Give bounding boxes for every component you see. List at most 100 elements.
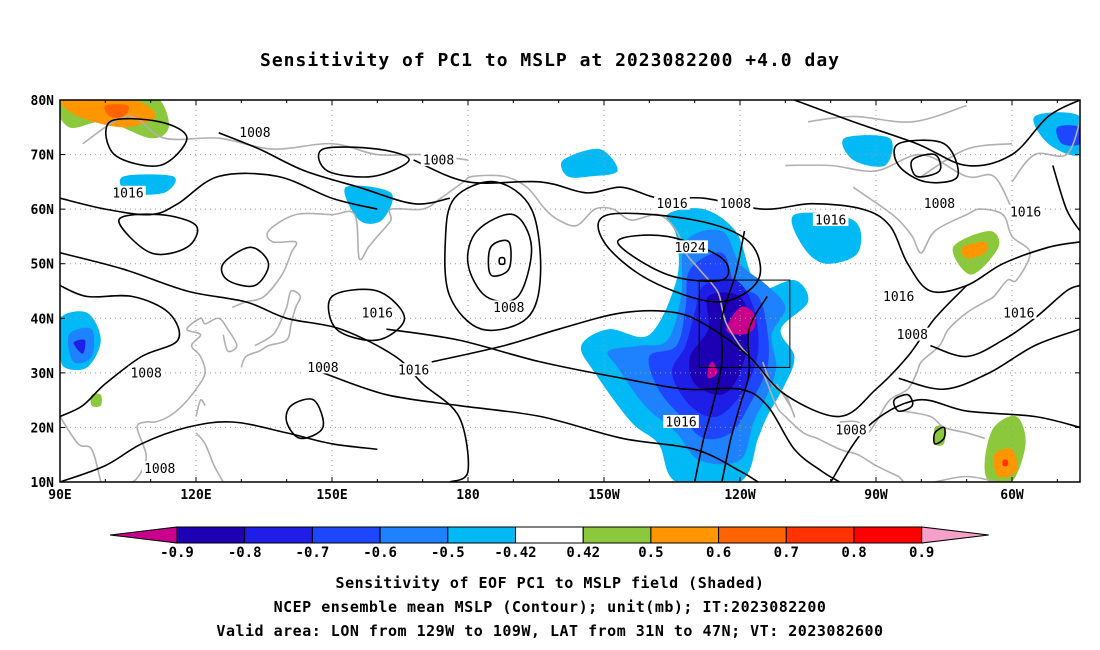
svg-text:1016: 1016 <box>1010 205 1041 220</box>
coastline <box>118 317 238 482</box>
contour-label: 1016 <box>880 289 917 305</box>
colorbar-swatch <box>921 526 989 544</box>
svg-text:1008: 1008 <box>423 154 454 169</box>
mslp-contour <box>386 328 841 482</box>
coastline <box>1011 121 1080 183</box>
mslp-contour <box>898 328 1080 391</box>
svg-text:1008: 1008 <box>924 197 955 212</box>
sensitivity-shade <box>707 361 718 379</box>
lat-tick-label: 50N <box>31 258 55 273</box>
contour-label: 1008 <box>237 125 273 141</box>
mslp-contour <box>830 398 1080 482</box>
mslp-contour <box>444 180 542 332</box>
mslp-contour <box>498 256 506 266</box>
svg-text:1016: 1016 <box>1003 306 1034 321</box>
lat-tick-label: 80N <box>31 94 55 109</box>
sensitivity-shade <box>726 306 756 335</box>
contour-label: 1008 <box>128 365 164 381</box>
svg-text:1008: 1008 <box>239 126 270 141</box>
contour-label: 1008 <box>420 153 457 169</box>
lon-tick-label: 90E <box>48 488 71 503</box>
lon-tick-label: 180 <box>456 488 480 503</box>
colorbar-label: -0.42 <box>494 545 536 561</box>
mslp-contour <box>60 284 181 418</box>
contour-label: 1016 <box>110 185 146 201</box>
svg-text:1008: 1008 <box>130 366 161 381</box>
coastline <box>920 142 1013 178</box>
coastline <box>240 289 302 368</box>
contour-label: 1008 <box>717 196 754 212</box>
coastline <box>82 115 469 161</box>
colorbar-label: -0.9 <box>160 545 194 561</box>
colorbar-swatch <box>853 526 923 544</box>
colorbar-label: -0.8 <box>228 545 262 561</box>
contour-label: 1016 <box>395 363 432 379</box>
contour-label: 1024 <box>672 240 708 256</box>
caption-shaded: Sensitivity of EOF PC1 to MSLP field (Sh… <box>335 574 765 592</box>
svg-text:1024: 1024 <box>674 241 705 256</box>
contour-label: 1008 <box>833 423 869 439</box>
svg-text:1008: 1008 <box>493 301 524 316</box>
sensitivity-shade <box>104 104 129 118</box>
map-frame <box>59 99 1081 483</box>
contour-label: 1016 <box>1007 204 1044 220</box>
mslp-contour <box>597 212 762 303</box>
mslp-contour <box>104 117 188 167</box>
contour-label: 1008 <box>305 360 341 376</box>
svg-text:1008: 1008 <box>897 328 928 343</box>
svg-text:1016: 1016 <box>362 306 393 321</box>
sensitivity-shade <box>90 393 102 407</box>
svg-text:1008: 1008 <box>720 197 751 212</box>
mslp-contour <box>322 372 759 482</box>
sensitivity-shade <box>560 148 618 178</box>
svg-text:1016: 1016 <box>665 415 696 430</box>
lat-tick-label: 40N <box>31 312 55 327</box>
mslp-contour <box>413 159 1080 294</box>
colorbar-swatch <box>515 526 584 544</box>
mslp-contour <box>220 246 270 288</box>
coastline <box>60 416 102 482</box>
mslp-contour <box>910 153 942 178</box>
colorbar-label: 0.9 <box>909 545 934 561</box>
sensitivity-shade <box>842 135 893 167</box>
colorbar-label: 0.42 <box>566 545 600 561</box>
lon-tick-label: 120W <box>724 488 755 503</box>
map-title: Sensitivity of PC1 to MSLP at 2023082200… <box>259 50 840 71</box>
lat-tick-label: 30N <box>31 367 55 382</box>
lat-tick-label: 10N <box>31 476 55 491</box>
colorbar-label: 0.8 <box>841 545 866 561</box>
sensitivity-shade <box>1002 459 1009 467</box>
mslp-contour <box>616 234 730 283</box>
contour-label: 1008 <box>921 196 958 212</box>
colorbar-label: -0.7 <box>296 545 330 561</box>
mslp-contour <box>721 296 768 482</box>
mslp-contour <box>60 252 470 482</box>
contour-label: 1016 <box>1001 305 1037 321</box>
svg-text:1008: 1008 <box>307 361 338 376</box>
svg-text:1016: 1016 <box>815 214 846 229</box>
mslp-contour <box>930 284 1080 358</box>
lon-tick-label: 150E <box>316 488 347 503</box>
lat-tick-label: 60N <box>31 203 55 218</box>
colorbar-swatch <box>379 526 449 544</box>
mslp-contour <box>317 146 410 178</box>
contour-label: 1016 <box>654 196 690 212</box>
mslp-contour <box>285 398 325 440</box>
coastline <box>898 475 1015 482</box>
sensitivity-shade <box>73 339 86 354</box>
mslp-contour <box>118 213 199 256</box>
mslp-contour <box>893 139 960 184</box>
svg-text:1016: 1016 <box>883 290 914 305</box>
colorbar-swatch <box>244 526 313 544</box>
colorbar-swatch <box>311 526 381 544</box>
sensitivity-shade <box>961 241 988 259</box>
svg-text:1008: 1008 <box>144 462 175 477</box>
colorbar-swatch <box>109 526 178 544</box>
contour-label: 1008 <box>491 300 527 316</box>
mslp-contour <box>218 131 451 205</box>
colorbar-swatch <box>650 526 720 544</box>
colorbar-swatch <box>785 526 855 544</box>
coastline <box>839 186 1031 434</box>
coastline <box>195 432 224 482</box>
